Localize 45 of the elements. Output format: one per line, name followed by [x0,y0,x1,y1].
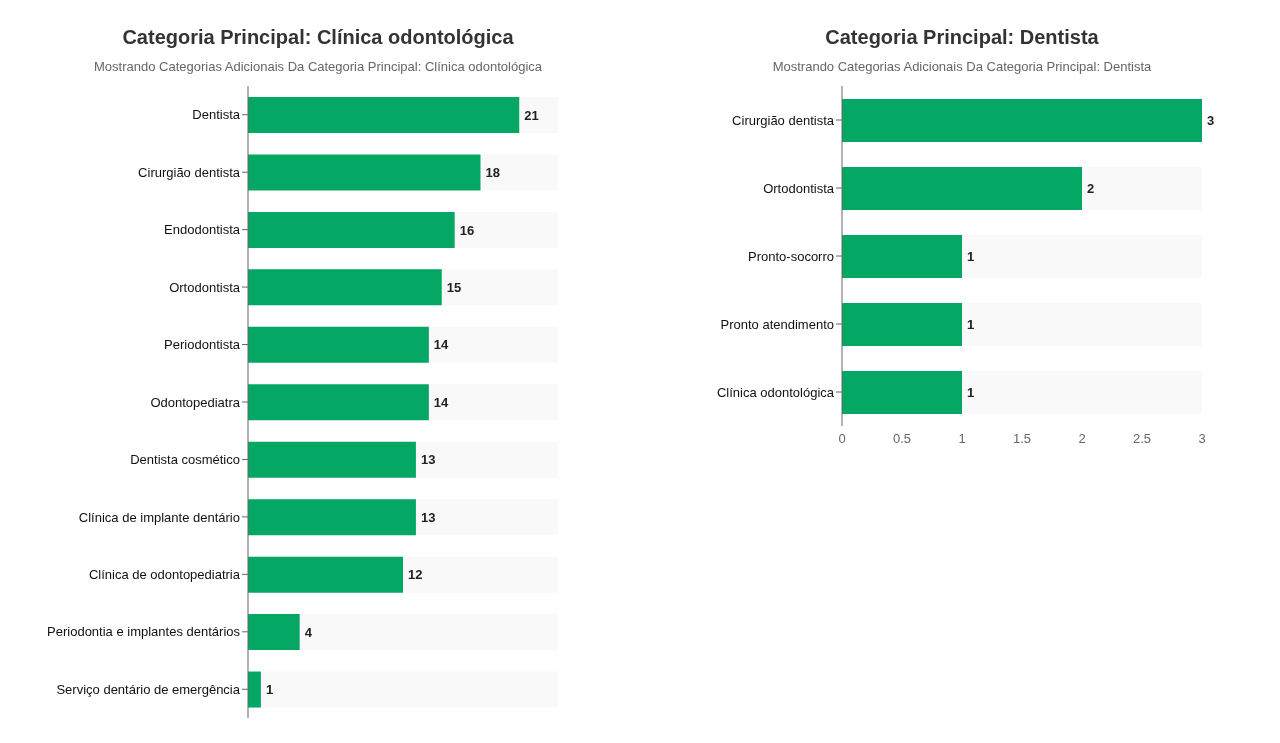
y-tick-label: Pronto atendimento [720,316,834,332]
data-label: 14 [433,337,450,353]
data-label: 14 [433,394,450,410]
y-tick-label: Ortodontista [763,180,835,196]
y-tick-label: Dentista cosmético [130,452,240,468]
data-label: 18 [485,165,500,181]
y-tick-label: Odontopediatra [150,394,241,410]
data-label: 21 [524,107,539,123]
x-tick-label: 3 [1198,431,1206,447]
data-label: 1 [967,385,975,401]
x-tick-label: 2.5 [1132,431,1152,447]
chart-title: Categoria Principal: Dentista [824,26,1100,49]
data-label: 1 [967,249,975,265]
x-tick-label: 1.5 [1012,431,1032,447]
y-tick-label: Cirurgião dentista [732,112,835,128]
y-tick-label: Endodontista [164,222,241,238]
data-label: 1 [967,317,975,333]
data-label: 13 [420,509,436,525]
data-label: 2 [1087,181,1095,197]
y-tick-label: Clínica de odontopediatria [88,566,241,582]
data-label: 4 [304,624,313,640]
chart-subtitle: Mostrando Categorias Adicionais Da Categoria Principal: Dentista [771,59,1153,74]
data-label: 15 [446,279,462,295]
y-tick-label: Periodontista [164,337,241,353]
y-tick-label: Serviço dentário de emergência [56,681,241,697]
bar [248,671,261,708]
y-tick-label: Ortodontista [169,279,241,295]
y-tick-label: Clínica odontológica [716,384,835,400]
x-tick-label: 2 [1078,431,1086,447]
y-tick-label: Dentista [192,107,241,123]
y-tick-label: Periodontia e implantes dentários [47,624,241,640]
chart-title: Categoria Principal: Clínica odontológica [121,26,515,49]
y-tick-label: Cirurgião dentista [138,164,241,180]
chart-subtitle: Mostrando Categorias Adicionais Da Categoria Principal: Clínica odontológica [93,59,543,74]
y-tick-label: Clínica de implante dentário [78,509,240,525]
data-label: 12 [408,567,423,583]
data-label: 16 [459,222,475,238]
x-tick-label: 0 [838,431,846,447]
data-label: 3 [1207,113,1215,129]
bar [248,614,300,651]
x-tick-label: 0.5 [892,431,912,447]
data-label: 1 [265,682,274,698]
data-label: 13 [420,452,436,468]
x-tick-label: 1 [958,431,966,447]
y-tick-label: Pronto-socorro [748,248,834,264]
